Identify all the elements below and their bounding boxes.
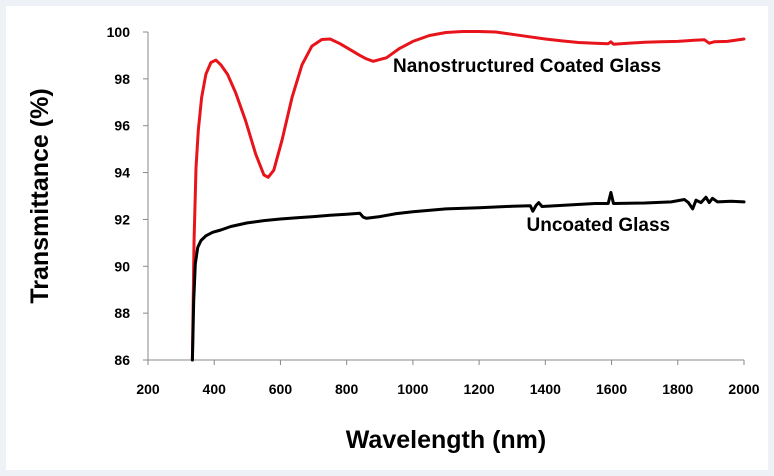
y-tick-label: 86: [114, 352, 130, 368]
chart-figure: 200 400 600 800 1000 1200 1400 1600 1800 2000 86 8…: [6, 6, 768, 470]
y-tick-label: 96: [114, 118, 130, 134]
uncoated-glass-series-line: [190, 191, 746, 362]
x-tick-label: 1600: [596, 381, 627, 397]
x-tick-label: 1400: [530, 381, 561, 397]
y-tick-label: 90: [114, 258, 130, 274]
x-tick-label: 800: [335, 381, 359, 397]
y-axis-title: Transmittance (%): [26, 88, 54, 303]
x-tick-label: 1800: [662, 381, 693, 397]
series-lines: [190, 30, 746, 362]
y-tick-label: 94: [114, 165, 130, 181]
x-axis-title: Wavelength (nm): [346, 426, 546, 454]
x-tick-label: 1000: [397, 381, 428, 397]
y-tick-label: 92: [114, 211, 130, 227]
y-axis-ticks: 86 88 90 92 94 96 98 100: [107, 24, 148, 368]
x-tick-label: 2000: [728, 381, 759, 397]
series-annotation: Nanostructured Coated Glass: [393, 56, 661, 77]
x-tick-label: 400: [203, 381, 227, 397]
y-tick-label: 88: [114, 305, 130, 321]
coated-glass-series-line: [190, 30, 746, 362]
x-tick-label: 200: [136, 381, 160, 397]
x-tick-label: 1200: [464, 381, 495, 397]
y-tick-label: 100: [107, 24, 131, 40]
annotations: Nanostructured Coated Glass Uncoated Glas…: [393, 56, 670, 236]
transmittance-chart: 200 400 600 800 1000 1200 1400 1600 1800 2000 868…: [26, 24, 760, 454]
x-axis-ticks: 200 400 600 800 1000 1200 1400 1600 1800 2000: [136, 360, 760, 397]
y-tick-label: 98: [114, 71, 130, 87]
series-annotation: Uncoated Glass: [527, 215, 671, 236]
x-tick-label: 600: [269, 381, 293, 397]
